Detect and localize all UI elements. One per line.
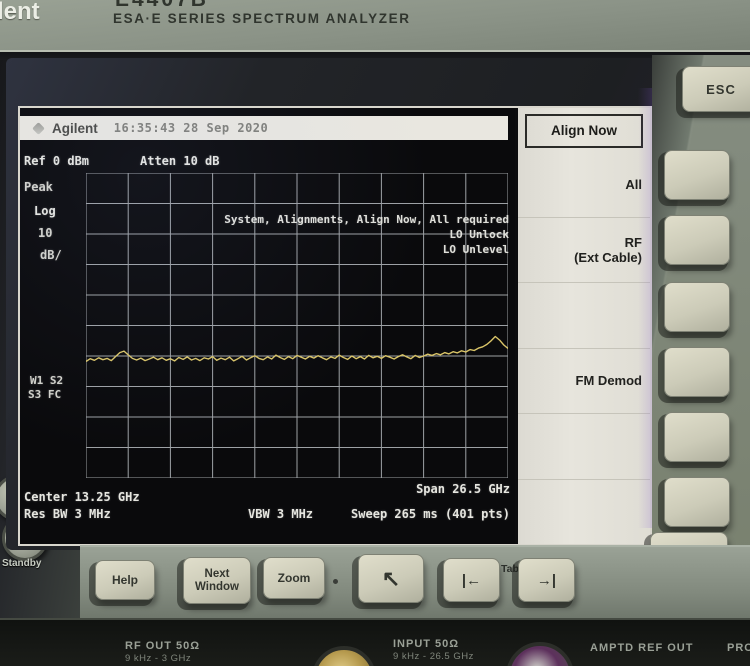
display-header-bar: Agilent 16:35:43 28 Sep 2020	[20, 116, 508, 140]
model-number: E4407B	[115, 0, 209, 12]
input-range: 9 kHz - 26.5 GHz	[393, 651, 474, 662]
rf-out-connector	[312, 646, 376, 666]
crt-screen: Agilent 16:35:43 28 Sep 2020 Ref 0 dBm A…	[18, 106, 652, 546]
softkey-slot-5	[518, 413, 650, 479]
softkey-button-6[interactable]	[664, 477, 730, 527]
tab-left-icon: |←	[461, 571, 482, 589]
softkey-slot-1: All	[518, 152, 650, 217]
softkey-label: RF (Ext Cable)	[574, 234, 642, 265]
scale-value-annotation: 10	[38, 226, 53, 240]
vbw-annotation: VBW 3 MHz	[248, 507, 314, 521]
status-message: LO Unlock	[449, 228, 509, 241]
res-bw-annotation: Res BW 3 MHz	[24, 507, 111, 521]
screen-bezel: Agilent 16:35:43 28 Sep 2020 Ref 0 dBm A…	[6, 58, 658, 550]
measurement-display: Agilent 16:35:43 28 Sep 2020 Ref 0 dBm A…	[20, 108, 515, 544]
amptd-ref-out-label: AMPTD REF OUT	[590, 642, 694, 654]
probe-label: PROBE	[727, 642, 750, 654]
status-message-block: System, Alignments, Align Now, All requi…	[224, 212, 509, 257]
next-window-button[interactable]: Next Window	[183, 557, 251, 604]
zoom-button[interactable]: Zoom	[263, 557, 325, 599]
series-title: ESA·E SERIES SPECTRUM ANALYZER	[113, 11, 411, 26]
rf-out-range: 9 kHz - 3 GHz	[125, 653, 192, 664]
softkey-button-1[interactable]	[664, 150, 730, 200]
agilent-spark-icon	[32, 121, 45, 135]
help-button[interactable]: Help	[95, 560, 155, 600]
softkey-slot-4: FM Demod	[518, 347, 650, 414]
detector-annotation: Peak	[24, 180, 53, 194]
input-text: INPUT 50Ω	[393, 638, 460, 650]
agilent-logo-partial: lent	[0, 0, 40, 25]
scale-unit-annotation: dB/	[40, 248, 62, 262]
input-connector	[506, 642, 574, 666]
rf-out-text: RF OUT 50Ω	[125, 640, 201, 652]
pointer-key-button[interactable]: ↖	[358, 554, 424, 603]
softkey-slots: All RF (Ext Cable) FM Demod	[518, 152, 650, 544]
softkey-button-column: ESC ◀ Return	[650, 55, 750, 603]
display-datetime: 16:35:43 28 Sep 2020	[113, 121, 269, 135]
status-message: System, Alignments, Align Now, All requi…	[224, 213, 509, 226]
softkey-button-5[interactable]	[664, 412, 730, 462]
arrow-up-left-icon: ↖	[381, 566, 401, 591]
input-label: INPUT 50Ω 9 kHz - 26.5 GHz	[393, 638, 474, 662]
trace-status-2: S3 FC	[28, 388, 62, 401]
softkey-button-3[interactable]	[664, 282, 730, 332]
rf-out-label: RF OUT 50Ω 9 kHz - 3 GHz	[125, 640, 200, 664]
standby-label: Standby	[2, 558, 42, 569]
sweep-annotation: Sweep 265 ms (401 pts)	[351, 507, 510, 521]
softkey-label: All	[625, 176, 642, 192]
softkey-slot-6	[518, 478, 650, 545]
tab-right-button[interactable]: →|	[518, 558, 575, 602]
spectrum-trace-chart	[86, 173, 508, 478]
center-freq-annotation: Center 13.25 GHz	[24, 490, 140, 504]
softkey-slot-2: RF (Ext Cable)	[518, 216, 650, 283]
panel-dot	[333, 579, 338, 584]
scale-type-annotation: Log	[34, 204, 56, 218]
tab-left-button[interactable]: |←	[443, 558, 500, 602]
softkey-button-4[interactable]	[664, 347, 730, 397]
status-message: LO Unlevel	[442, 243, 509, 256]
tab-label: Tab	[501, 563, 519, 575]
softkey-menu: Align Now All RF (Ext Cable) FM Demod	[515, 108, 650, 544]
softkey-button-2[interactable]	[664, 215, 730, 265]
display-brand: Agilent	[52, 120, 98, 136]
trace-status-1: W1 S2	[30, 374, 64, 387]
top-chassis-panel: lent E4407B ESA·E SERIES SPECTRUM ANALYZ…	[0, 0, 750, 52]
tab-right-icon: →|	[536, 571, 557, 589]
atten-annotation: Atten 10 dB	[140, 154, 220, 168]
esc-button[interactable]: ESC	[682, 66, 750, 112]
softkey-slot-3	[518, 282, 650, 348]
softkey-label: FM Demod	[575, 373, 642, 389]
graticule	[86, 173, 508, 478]
softkey-menu-title: Align Now	[525, 114, 643, 148]
connector-strip: RF OUT 50Ω 9 kHz - 3 GHz INPUT 50Ω 9 kHz…	[0, 618, 750, 666]
bottom-key-panel: Help Next Window Zoom ↖ |← Tab →|	[80, 545, 750, 622]
ref-level-annotation: Ref 0 dBm	[24, 154, 90, 168]
span-annotation: Span 26.5 GHz	[416, 482, 510, 496]
